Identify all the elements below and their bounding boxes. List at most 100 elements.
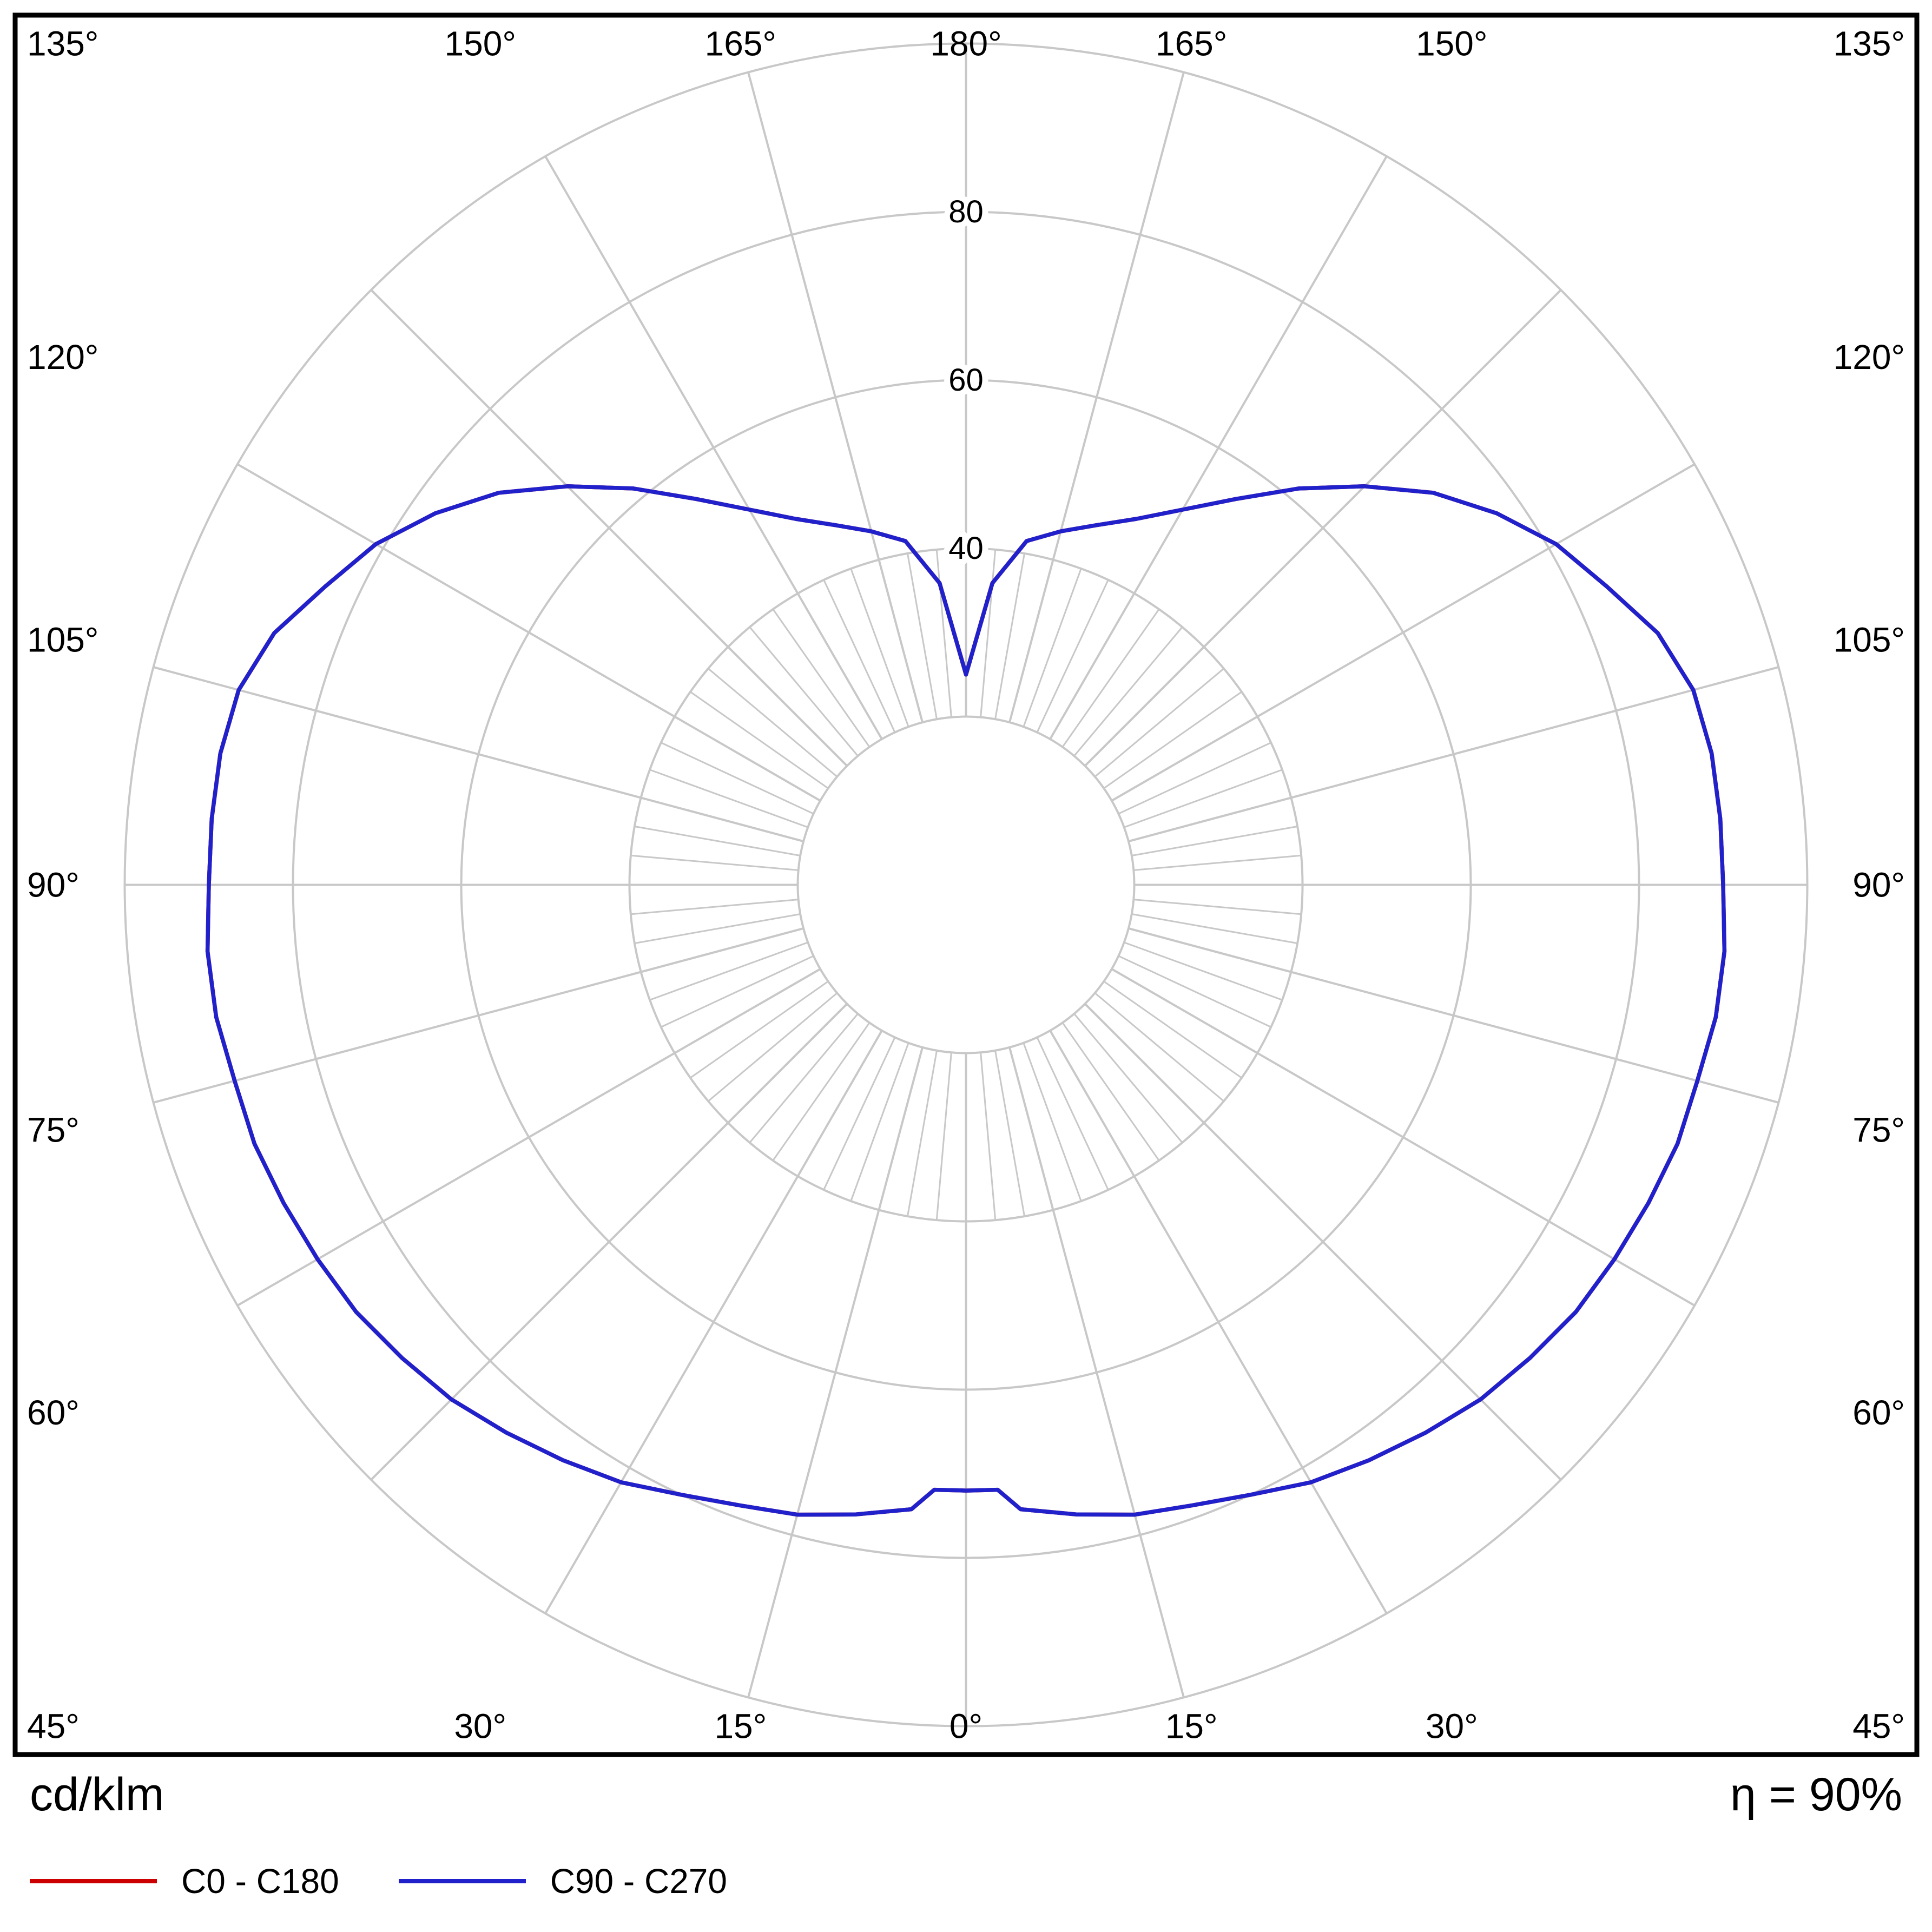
grid-ray-minor-95 xyxy=(1133,854,1302,871)
efficiency-label: η = 90% xyxy=(1730,1769,1902,1821)
grid-ray-330 xyxy=(544,1030,883,1614)
angle-label-75-left: 75° xyxy=(27,1110,80,1149)
grid-ray-210 xyxy=(544,155,883,740)
angle-label-45-right: 45° xyxy=(1852,1707,1905,1746)
grid-ray-minor-245 xyxy=(661,742,814,815)
angle-label-120-left: 120° xyxy=(27,338,98,377)
angle-label-105-left: 105° xyxy=(27,621,98,660)
grid-ray-minor-55 xyxy=(1103,980,1242,1079)
grid-ray-minor-70 xyxy=(1124,941,1283,1001)
grid-ray-135 xyxy=(1084,289,1562,767)
angle-label-120-right: 120° xyxy=(1834,338,1905,377)
grid-ray-minor-290 xyxy=(649,941,808,1001)
angle-label-15-left: 15° xyxy=(714,1707,767,1746)
grid-ray-300 xyxy=(236,968,821,1307)
angle-label-30-left: 30° xyxy=(454,1707,506,1746)
grid-ray-minor-275 xyxy=(630,899,799,915)
grid-ray-minor-25 xyxy=(1036,1037,1109,1190)
angle-label-60-left: 60° xyxy=(27,1393,80,1432)
grid-ray-minor-110 xyxy=(1124,769,1283,828)
grid-ray-minor-20 xyxy=(1023,1043,1082,1202)
grid-ray-150 xyxy=(1049,155,1388,740)
grid-ray-minor-260 xyxy=(634,826,801,856)
grid-ray-45 xyxy=(1084,1003,1562,1481)
grid-ray-minor-230 xyxy=(708,668,838,777)
angle-label-180: 180° xyxy=(930,24,1001,63)
grid-ray-15 xyxy=(1008,1047,1185,1698)
radial-label-40: 40 xyxy=(948,531,984,566)
grid-ray-minor-100 xyxy=(1131,826,1298,856)
grid-ray-285 xyxy=(153,927,804,1104)
grid-ray-minor-305 xyxy=(690,980,829,1079)
grid-ray-minor-145 xyxy=(1061,609,1160,748)
angle-label-150-right: 150° xyxy=(1416,24,1487,63)
grid-ray-165 xyxy=(1008,71,1185,723)
units-label: cd/klm xyxy=(30,1769,164,1821)
radial-label-60: 60 xyxy=(948,362,984,398)
grid-ray-105 xyxy=(1128,666,1779,842)
grid-ray-345 xyxy=(747,1047,924,1698)
grid-ray-minor-295 xyxy=(661,955,814,1028)
grid-ray-240 xyxy=(236,463,821,802)
angle-labels: 0° 15° 15° 30° 30° 45° 45° 60° 60° 75° 75° 90° 90° 10… xyxy=(27,24,1905,1746)
grid-ray-minor-175 xyxy=(980,549,997,717)
radial-label-80: 80 xyxy=(948,194,984,229)
angle-label-60-right: 60° xyxy=(1852,1393,1905,1432)
grid-ray-225 xyxy=(370,289,848,767)
curve-c90-c270 xyxy=(205,484,1727,1517)
angle-label-135-right: 135° xyxy=(1834,24,1905,63)
frame-border xyxy=(12,12,1920,1757)
grid-ray-minor-40 xyxy=(1073,1013,1183,1143)
grid-ray-120 xyxy=(1111,463,1696,802)
chart-frame xyxy=(12,12,1920,1757)
grid-ray-minor-335 xyxy=(823,1037,896,1190)
grid-ray-30 xyxy=(1049,1030,1388,1614)
grid-ray-minor-235 xyxy=(690,691,829,789)
grid-ray-minor-50 xyxy=(1094,992,1224,1102)
grid-ray-minor-155 xyxy=(1036,579,1109,733)
angle-label-15-right: 15° xyxy=(1165,1707,1218,1746)
intensity-curves xyxy=(205,484,1727,1517)
grid-ray-minor-205 xyxy=(823,579,896,733)
grid-ray-minor-220 xyxy=(749,627,859,757)
grid-ray-minor-190 xyxy=(907,553,938,720)
grid-ray-minor-265 xyxy=(630,854,799,871)
angle-label-150-left: 150° xyxy=(445,24,516,63)
grid-ray-255 xyxy=(153,666,804,842)
angle-label-45-left: 45° xyxy=(27,1707,80,1746)
grid-circle-20 xyxy=(796,715,1136,1054)
grid-ray-195 xyxy=(747,71,924,723)
grid-ray-minor-320 xyxy=(749,1013,859,1143)
grid-ray-minor-85 xyxy=(1133,899,1302,915)
grid-ray-minor-250 xyxy=(649,769,808,828)
grid-ray-minor-200 xyxy=(850,568,909,727)
legend-swatch-c0-c180 xyxy=(30,1879,157,1883)
grid-ray-60 xyxy=(1111,968,1696,1307)
angle-label-0: 0° xyxy=(949,1707,983,1746)
angle-label-90-right: 90° xyxy=(1852,866,1905,905)
grid-ray-minor-80 xyxy=(1131,913,1298,944)
grid-ray-minor-160 xyxy=(1023,568,1082,727)
grid-ray-315 xyxy=(370,1003,848,1481)
radial-labels: 40 60 80 xyxy=(942,188,990,572)
grid-ray-minor-215 xyxy=(772,609,871,748)
legend-label-c0-c180: C0 - C180 xyxy=(181,1862,339,1901)
grid-ray-minor-115 xyxy=(1118,742,1271,815)
grid-ray-minor-5 xyxy=(980,1052,997,1221)
grid-ray-minor-310 xyxy=(708,992,838,1102)
legend-swatch-c90-c270 xyxy=(398,1879,526,1883)
angle-label-165-right: 165° xyxy=(1156,24,1227,63)
angle-label-135-left: 135° xyxy=(27,24,98,63)
grid-ray-minor-10 xyxy=(994,1050,1025,1217)
grid-ray-75 xyxy=(1128,927,1779,1104)
grid-ray-minor-130 xyxy=(1094,668,1224,777)
angle-label-90-left: 90° xyxy=(27,866,80,905)
legend-label-c90-c270: C90 - C270 xyxy=(550,1862,727,1901)
grid-ray-minor-350 xyxy=(907,1050,938,1217)
grid-ray-minor-325 xyxy=(772,1022,871,1161)
grid-ray-minor-280 xyxy=(634,913,801,944)
angle-label-165-left: 165° xyxy=(705,24,776,63)
grid-ray-minor-35 xyxy=(1061,1022,1160,1161)
